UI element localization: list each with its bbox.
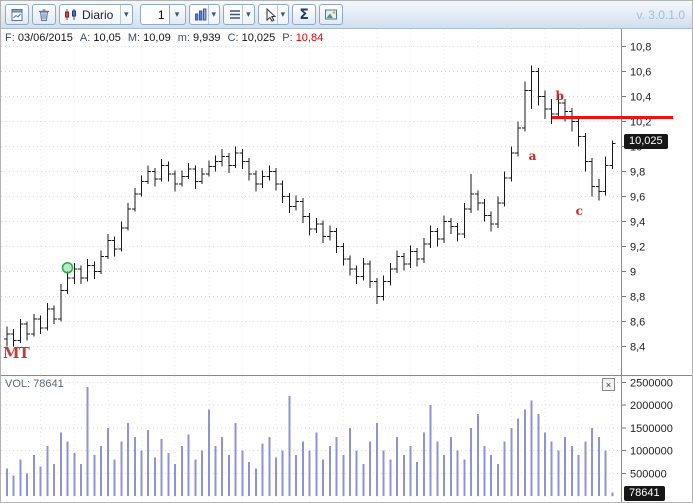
interval-dropdown-button[interactable]: ▾ bbox=[169, 4, 186, 25]
price-tick-label: 9 bbox=[630, 267, 636, 279]
info-label: P: bbox=[282, 32, 296, 44]
indicators-button[interactable]: ▾ bbox=[223, 4, 255, 25]
volume-tick-label: 500000 bbox=[630, 468, 667, 480]
price-tick-label: 8,8 bbox=[630, 292, 645, 304]
version-label: v. 3.0.1.0 bbox=[636, 7, 685, 22]
chevron-down-icon: ▾ bbox=[120, 5, 132, 24]
volume-tick-label: 2500000 bbox=[630, 377, 673, 389]
volume-chart-canvas[interactable] bbox=[1, 376, 621, 503]
price-tick-label: 8,4 bbox=[630, 342, 645, 354]
last-price-tag: 10,025 bbox=[624, 134, 668, 150]
price-plot[interactable]: F: 03/06/2015 A: 10,05 M: 10,09 m: 9,939 C: … bbox=[1, 29, 621, 375]
volume-axis-canvas: 2500000 2000000 1500000 1000000 500000 bbox=[622, 377, 673, 480]
info-value: 10,025 bbox=[241, 32, 276, 44]
info-value: 10,09 bbox=[143, 32, 171, 44]
price-tick-label: 9,4 bbox=[630, 217, 645, 229]
volume-tick-label: 1500000 bbox=[630, 423, 673, 435]
watermark: MT bbox=[3, 344, 30, 362]
price-tick-label: 10,2 bbox=[630, 117, 651, 129]
info-value: 10,84 bbox=[295, 32, 324, 44]
price-tick-label: 9,6 bbox=[630, 192, 645, 204]
price-chart-area: F: 03/06/2015 A: 10,05 M: 10,09 m: 9,939 C: … bbox=[1, 29, 692, 375]
price-gridlines bbox=[1, 29, 621, 375]
close-icon[interactable]: × bbox=[602, 378, 615, 391]
info-value: 10,05 bbox=[93, 32, 121, 44]
info-label: C: bbox=[227, 32, 242, 44]
lines-icon bbox=[230, 10, 241, 19]
info-label: F: bbox=[5, 32, 18, 44]
volume-tick-label: 1000000 bbox=[630, 446, 673, 458]
volume-plot[interactable]: VOL: 78641 × bbox=[1, 376, 621, 503]
chevron-down-icon: ▾ bbox=[207, 5, 220, 24]
entry-marker[interactable] bbox=[61, 262, 74, 274]
volume-axis: 2500000 2000000 1500000 1000000 500000 78641 bbox=[621, 376, 692, 502]
info-label: A: bbox=[79, 32, 94, 44]
price-chart-canvas[interactable] bbox=[1, 29, 621, 375]
trash-icon bbox=[39, 8, 49, 21]
toolbar: Diario ▾ ▾ ▾ ▾ bbox=[1, 1, 692, 29]
period-select[interactable]: Diario ▾ bbox=[59, 4, 133, 25]
price-tick-label: 10,6 bbox=[630, 67, 651, 79]
chevron-down-icon: ▾ bbox=[174, 9, 180, 19]
candlestick-icon bbox=[65, 9, 76, 20]
volume-panel: VOL: 78641 × 2500000 2000000 1500000 100000… bbox=[1, 375, 692, 503]
price-axis: 10,810,610,410,2109,89,69,49,298,88,68,4… bbox=[621, 29, 692, 375]
volume-tag: 78641 bbox=[624, 486, 665, 501]
interval-input[interactable] bbox=[139, 4, 170, 25]
price-tick-label: 9,2 bbox=[630, 242, 645, 254]
delete-button[interactable] bbox=[32, 4, 56, 25]
price-tick-label: 9,8 bbox=[630, 167, 645, 179]
resistance-line[interactable] bbox=[551, 115, 673, 119]
ohlc-info-bar: F: 03/06/2015 A: 10,05 M: 10,09 m: 9,939 C: … bbox=[5, 32, 330, 44]
image-export-icon bbox=[325, 9, 338, 20]
chevron-down-icon: ▾ bbox=[242, 5, 254, 24]
chevron-down-icon: ▾ bbox=[276, 5, 289, 24]
wave-label-a[interactable]: a bbox=[528, 148, 537, 163]
price-tick-label: 10,4 bbox=[630, 92, 651, 104]
ohlc-bars[interactable] bbox=[4, 65, 616, 347]
new-chart-button[interactable] bbox=[5, 4, 29, 25]
cursor-tool-button[interactable]: ▾ bbox=[257, 4, 290, 25]
info-label: M: bbox=[127, 32, 144, 44]
price-axis-canvas: 10,810,610,410,2109,89,69,49,298,88,68,4 bbox=[622, 42, 651, 354]
chart-type-button[interactable]: ▾ bbox=[188, 4, 221, 25]
period-select-value: Diario bbox=[82, 7, 114, 22]
wave-label-b[interactable]: b bbox=[555, 88, 564, 103]
info-value: 9,939 bbox=[192, 32, 221, 44]
bar-chart-icon bbox=[194, 8, 206, 21]
volume-tick-label: 2000000 bbox=[630, 400, 673, 412]
chart-page-icon bbox=[11, 8, 23, 21]
interval-stepper: ▾ bbox=[139, 4, 186, 25]
price-tick-label: 10,8 bbox=[630, 42, 651, 54]
volume-label: VOL: 78641 bbox=[5, 378, 64, 390]
info-value: 03/06/2015 bbox=[17, 32, 73, 44]
sigma-icon: Σ bbox=[299, 6, 309, 23]
wave-label-c[interactable]: c bbox=[575, 203, 583, 218]
info-label: m: bbox=[177, 32, 193, 44]
snapshot-button[interactable] bbox=[319, 4, 344, 25]
cursor-icon bbox=[266, 7, 276, 22]
volume-bars[interactable] bbox=[6, 386, 614, 496]
sum-button[interactable]: Σ bbox=[292, 4, 317, 25]
price-tick-label: 8,6 bbox=[630, 317, 645, 329]
